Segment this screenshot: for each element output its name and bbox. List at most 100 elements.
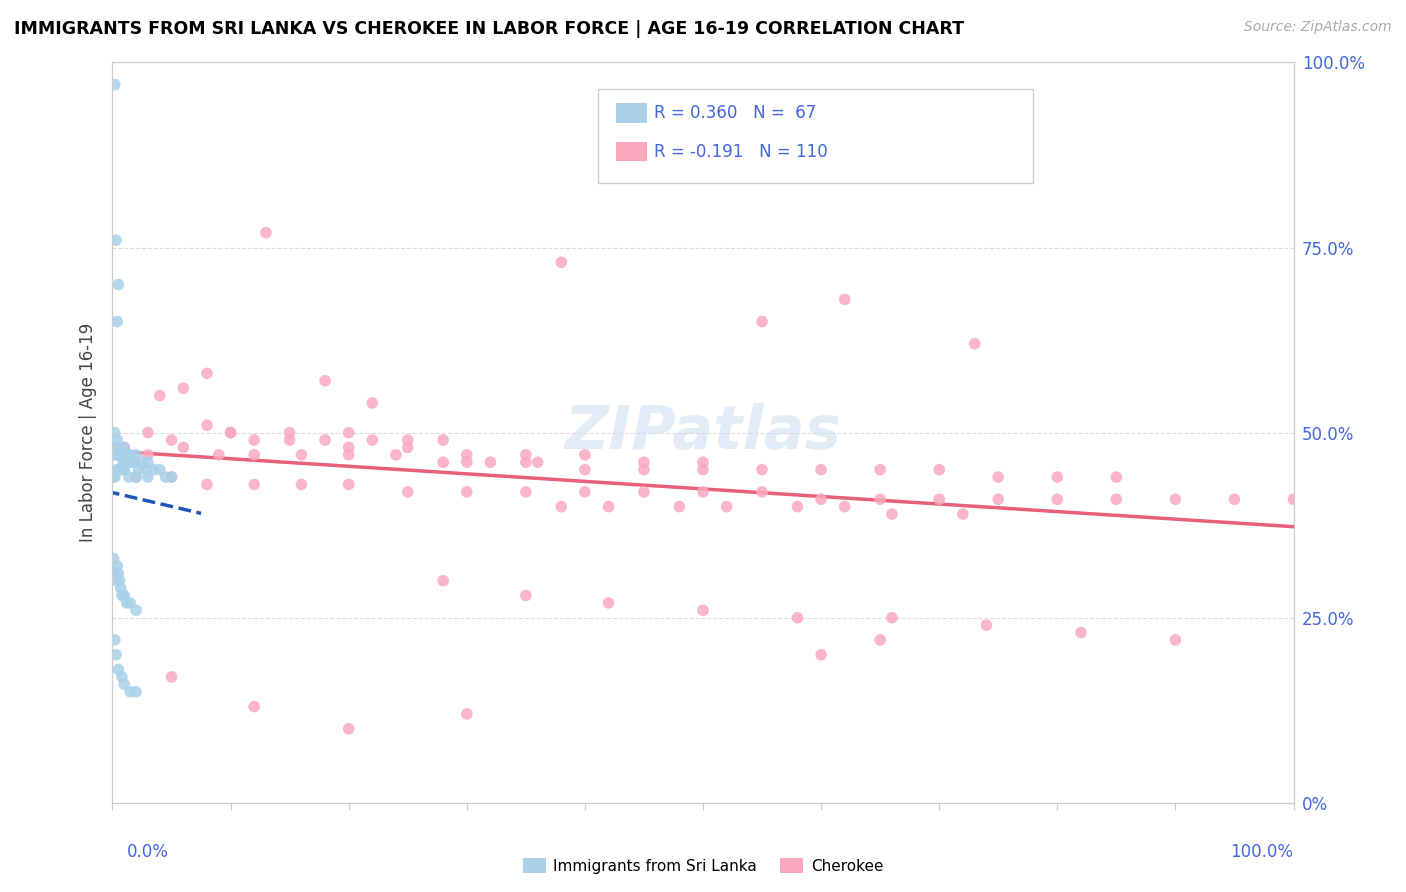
Point <box>396 484 419 499</box>
Point <box>115 448 138 462</box>
Point <box>243 448 266 462</box>
Point <box>127 462 149 476</box>
Point <box>456 484 478 499</box>
Point <box>136 425 159 440</box>
Point <box>1223 492 1246 507</box>
Point <box>479 455 502 469</box>
Point <box>1070 625 1092 640</box>
Point <box>834 500 856 514</box>
Point <box>987 470 1010 484</box>
Point <box>112 441 135 455</box>
Point <box>880 507 903 521</box>
Point <box>118 470 141 484</box>
Text: 0.0%: 0.0% <box>127 843 169 861</box>
Point <box>751 314 773 328</box>
Point <box>550 500 572 514</box>
Point <box>1282 492 1305 507</box>
Point <box>385 448 408 462</box>
Point <box>515 448 537 462</box>
Point <box>290 448 312 462</box>
Point <box>208 448 231 462</box>
Point <box>155 470 177 484</box>
Point <box>290 477 312 491</box>
Point <box>104 632 127 647</box>
Point <box>928 462 950 476</box>
Point <box>976 618 998 632</box>
Text: R = -0.191   N = 110: R = -0.191 N = 110 <box>654 143 828 161</box>
Point <box>1046 470 1069 484</box>
Point <box>149 462 172 476</box>
Point <box>633 484 655 499</box>
Point <box>110 581 132 595</box>
Point <box>668 500 690 514</box>
Point <box>432 455 454 469</box>
Point <box>834 293 856 307</box>
Point <box>574 448 596 462</box>
Point <box>526 455 548 469</box>
Point <box>1164 632 1187 647</box>
Point <box>337 722 360 736</box>
Point <box>1105 492 1128 507</box>
Point <box>110 448 132 462</box>
Point <box>810 492 832 507</box>
Point <box>786 610 808 624</box>
Point <box>125 470 148 484</box>
Point <box>810 462 832 476</box>
Point <box>105 558 128 573</box>
Point <box>432 574 454 588</box>
Point <box>105 574 128 588</box>
Point <box>396 433 419 447</box>
Point <box>598 596 620 610</box>
Point <box>692 145 714 159</box>
Point <box>107 448 129 462</box>
Point <box>105 448 128 462</box>
Point <box>160 433 183 447</box>
Point <box>361 396 384 410</box>
Point <box>112 589 135 603</box>
Point <box>337 425 360 440</box>
Point <box>243 699 266 714</box>
Point <box>120 596 142 610</box>
Point <box>105 233 128 247</box>
Point <box>104 425 127 440</box>
Point <box>195 367 218 381</box>
Point <box>114 455 136 469</box>
Point <box>751 484 773 499</box>
Point <box>243 477 266 491</box>
Point <box>103 470 125 484</box>
Point <box>692 455 714 469</box>
Point <box>952 507 974 521</box>
Point <box>136 448 159 462</box>
Point <box>314 433 336 447</box>
Point <box>337 477 360 491</box>
Point <box>105 433 128 447</box>
Point <box>136 470 159 484</box>
Point <box>108 448 131 462</box>
Point <box>103 448 125 462</box>
Point <box>515 455 537 469</box>
Point <box>195 418 218 433</box>
Point <box>574 484 596 499</box>
Point <box>107 277 129 292</box>
Point <box>869 632 891 647</box>
Point <box>550 255 572 269</box>
Point <box>149 388 172 402</box>
Point <box>598 500 620 514</box>
Point <box>195 477 218 491</box>
Point <box>117 455 139 469</box>
Point <box>1046 492 1069 507</box>
Point <box>456 706 478 721</box>
Point <box>963 336 986 351</box>
Point <box>574 462 596 476</box>
Point <box>142 462 165 476</box>
Point <box>928 492 950 507</box>
Point <box>1164 492 1187 507</box>
Point <box>396 441 419 455</box>
Point <box>432 433 454 447</box>
Point <box>104 78 127 92</box>
Point <box>219 425 242 440</box>
Point <box>120 685 142 699</box>
Point <box>880 610 903 624</box>
Point <box>112 677 135 691</box>
Point <box>104 441 127 455</box>
